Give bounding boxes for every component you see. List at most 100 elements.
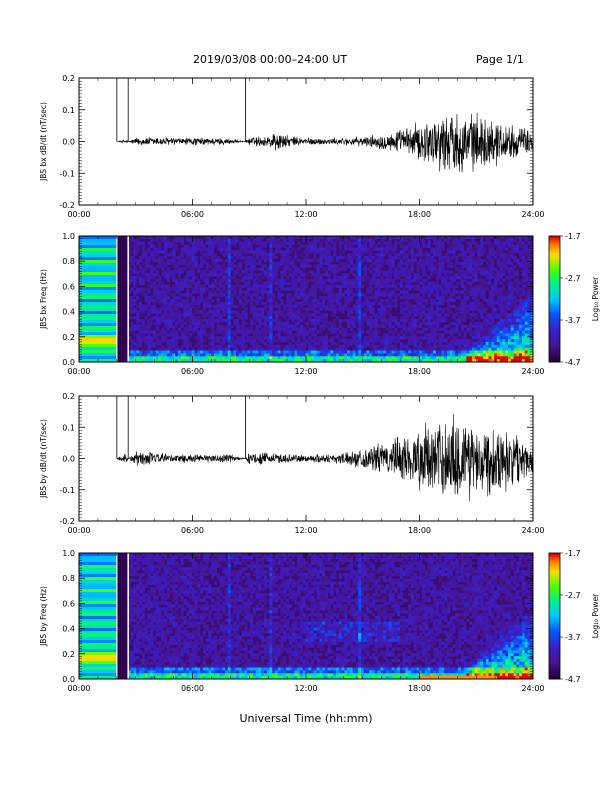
heat-cell — [410, 296, 414, 300]
heat-cell — [136, 327, 140, 331]
heat-cell — [172, 238, 176, 243]
heat-cell — [275, 319, 279, 323]
heat-cell — [491, 258, 495, 263]
heat-cell — [252, 350, 256, 354]
heat-cell — [361, 253, 365, 257]
heat-cell — [358, 244, 362, 248]
heat-cell — [313, 264, 317, 268]
heat-cell — [291, 336, 295, 340]
heat-cell — [186, 342, 190, 346]
heat-cell — [280, 356, 284, 360]
heat-cell — [366, 296, 370, 300]
heat-cell — [230, 353, 234, 357]
heat-cell — [441, 310, 445, 314]
heat-cell — [410, 261, 414, 265]
heat-cell — [435, 301, 439, 306]
heat-cell — [494, 347, 498, 351]
heat-cell — [127, 353, 131, 357]
heat-cell — [435, 310, 439, 314]
heat-cell — [202, 347, 206, 351]
heat-cell — [158, 284, 162, 288]
heat-cell — [241, 327, 245, 331]
heat-cell — [399, 304, 403, 308]
heat-cell — [277, 261, 281, 265]
heat-cell — [344, 296, 348, 300]
heat-cell — [380, 279, 384, 283]
heat-cell — [313, 307, 317, 311]
heat-cell — [230, 324, 234, 328]
heat-cell — [358, 359, 362, 363]
heat-cell — [361, 247, 365, 251]
heat-cell — [247, 284, 251, 288]
heat-cell — [283, 250, 287, 254]
heat-cell — [416, 276, 420, 280]
heat-cell — [397, 264, 401, 268]
heat-cell — [147, 330, 151, 334]
heat-cell — [435, 307, 439, 311]
heat-cell — [491, 310, 495, 314]
heat-cell — [369, 256, 373, 260]
heat-cell — [485, 304, 489, 308]
heat-cell — [510, 293, 514, 297]
heat-cell — [161, 319, 165, 323]
heat-cell — [341, 327, 345, 331]
heat-cell — [419, 324, 423, 328]
heat-cell — [444, 344, 448, 348]
heat-cell — [227, 319, 231, 323]
heat-cell — [308, 301, 312, 306]
heat-cell — [299, 244, 303, 248]
heat-cell — [455, 256, 459, 260]
heat-cell — [175, 342, 179, 346]
heat-cell — [347, 313, 351, 317]
heat-cell — [499, 296, 503, 300]
heat-cell — [277, 336, 281, 340]
heat-cell — [302, 284, 306, 288]
heat-cell — [166, 333, 170, 337]
heat-cell — [452, 244, 456, 248]
heat-cell — [161, 353, 165, 357]
heat-cell — [366, 307, 370, 311]
heat-cell — [316, 236, 320, 240]
heat-cell — [144, 293, 148, 297]
heat-cell — [441, 307, 445, 311]
heat-cell — [380, 342, 384, 346]
heat-cell — [427, 359, 431, 363]
heat-cell — [469, 304, 473, 308]
heat-cell — [491, 244, 495, 248]
heat-cell — [391, 350, 395, 354]
heat-cell — [139, 327, 143, 331]
heat-cell — [208, 247, 212, 251]
heat-cell — [272, 304, 276, 308]
heat-cell — [477, 290, 481, 294]
heat-cell — [316, 353, 320, 357]
heat-cell — [244, 344, 248, 348]
heat-cell — [222, 267, 226, 271]
heat-cell — [349, 333, 353, 337]
heat-cell — [480, 270, 484, 274]
heat-cell — [252, 353, 256, 357]
heat-cell — [410, 304, 414, 308]
heat-cell — [410, 330, 414, 334]
heat-cell — [238, 247, 242, 251]
heat-cell — [299, 313, 303, 317]
heat-cell — [336, 307, 340, 311]
heat-cell — [236, 279, 240, 283]
heat-cell — [275, 267, 279, 271]
heat-cell — [133, 258, 137, 263]
heat-cell — [319, 327, 323, 331]
heat-cell — [272, 339, 276, 343]
heat-cell — [355, 316, 359, 320]
heat-cell — [485, 301, 489, 306]
heat-cell — [169, 350, 173, 354]
heat-cell — [463, 236, 467, 240]
heat-cell — [463, 250, 467, 254]
heat-cell — [225, 319, 229, 323]
heat-cell — [458, 244, 462, 248]
heat-cell — [297, 287, 301, 291]
heat-cell — [363, 299, 367, 303]
heat-cell — [330, 293, 334, 297]
heat-cell — [127, 344, 131, 348]
heat-cell — [477, 342, 481, 346]
y-axis-label: JBS bx dB/dt (nT/sec) — [39, 102, 48, 182]
heat-cell — [219, 319, 223, 323]
